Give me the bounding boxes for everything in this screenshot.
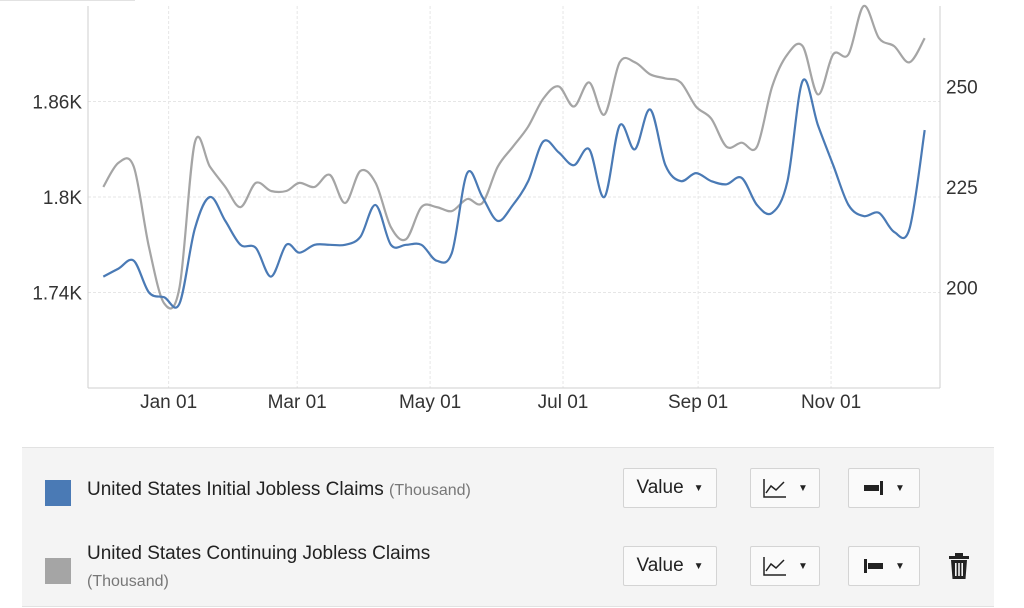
value-dropdown-label: Value [636, 555, 684, 576]
series-color-swatch[interactable] [45, 480, 71, 506]
chart-area: Jan 01 Mar 01 May 01 Jul 01 Sep 01 Nov 01 1.74… [0, 0, 978, 413]
series-unit: (Thousand) [389, 482, 471, 499]
series-color-swatch[interactable] [45, 558, 71, 584]
legend-panel: United States Initial Jobless Claims (Th… [22, 447, 994, 607]
grid [88, 6, 940, 388]
series-name: United States Continuing Jobless Claims [87, 543, 431, 564]
caret-down-icon: ▼ [798, 560, 808, 572]
chart-type-dropdown[interactable]: ▼ [750, 468, 820, 508]
y-left-tick-label: 1.86K [32, 93, 82, 114]
series-unit: (Thousand) [87, 573, 169, 590]
x-tick-label: Mar 01 [268, 392, 327, 413]
caret-down-icon: ▼ [798, 482, 808, 494]
value-dropdown[interactable]: Value ▼ [623, 546, 717, 586]
caret-down-icon: ▼ [693, 482, 704, 494]
value-dropdown[interactable]: Value ▼ [623, 468, 717, 508]
x-tick-label: Nov 01 [801, 392, 861, 413]
caret-down-icon: ▼ [895, 560, 905, 572]
chart-type-dropdown[interactable]: ▼ [750, 546, 820, 586]
x-tick-label: Sep 01 [668, 392, 728, 413]
trash-icon[interactable] [948, 552, 970, 580]
axis-left-icon [864, 559, 884, 573]
x-tick-label: May 01 [399, 392, 461, 413]
legend-row-continuing-claims: United States Continuing Jobless Claims … [22, 538, 994, 598]
series-label: United States Initial Jobless Claims (Th… [87, 477, 471, 504]
y-right-tick-label: 200 [946, 278, 978, 299]
series-lines [102, 4, 926, 310]
x-tick-label: Jan 01 [140, 392, 197, 413]
series-label: United States Continuing Jobless Claims … [87, 541, 507, 595]
series-line-initial-claims [102, 78, 926, 309]
series-line-continuing-claims [102, 4, 926, 310]
line-chart-icon [763, 479, 787, 498]
y-right-tick-label: 250 [946, 77, 978, 98]
line-chart: Jan 01 Mar 01 May 01 Jul 01 Sep 01 Nov 01 1.74… [0, 0, 978, 413]
caret-down-icon: ▼ [693, 560, 704, 572]
axis-right-icon [864, 481, 884, 495]
tick-labels: Jan 01 Mar 01 May 01 Jul 01 Sep 01 Nov 01 1.74… [32, 77, 977, 413]
line-chart-icon [763, 557, 787, 576]
value-dropdown-label: Value [636, 477, 684, 498]
caret-down-icon: ▼ [895, 482, 905, 494]
axis-dropdown[interactable]: ▼ [848, 468, 920, 508]
y-left-tick-label: 1.8K [43, 188, 82, 209]
y-left-tick-label: 1.74K [32, 284, 82, 305]
axis-dropdown[interactable]: ▼ [848, 546, 920, 586]
x-tick-label: Jul 01 [538, 392, 589, 413]
series-name: United States Initial Jobless Claims [87, 479, 384, 500]
legend-row-initial-claims: United States Initial Jobless Claims (Th… [22, 460, 994, 520]
y-right-tick-label: 225 [946, 178, 978, 199]
axes [0, 0, 941, 389]
